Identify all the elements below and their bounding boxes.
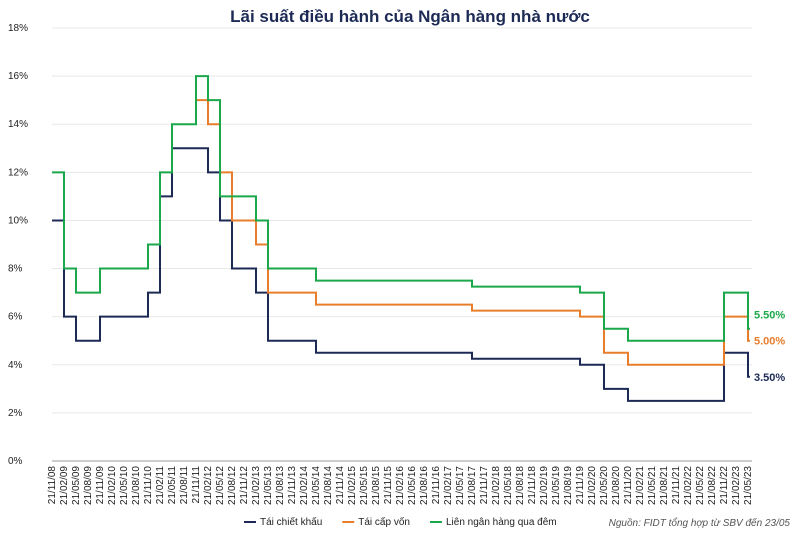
series-line [52, 147, 750, 402]
x-tick-label: 21/02/10 [107, 466, 118, 505]
x-tick-label: 21/11/12 [239, 466, 250, 505]
x-tick-label: 21/05/23 [743, 466, 754, 505]
legend-label: Liên ngân hàng qua đêm [446, 517, 557, 528]
x-tick-label: 21/08/18 [515, 466, 526, 505]
series-line [196, 99, 750, 366]
x-tick-label: 21/05/18 [503, 466, 514, 505]
x-tick-label: 21/05/11 [167, 466, 178, 505]
x-tick-label: 21/08/22 [707, 466, 718, 505]
x-tick-label: 21/02/22 [683, 466, 694, 505]
x-tick-label: 21/05/12 [215, 466, 226, 505]
x-tick-label: 21/02/23 [731, 466, 742, 505]
y-tick-label: 8% [8, 264, 23, 275]
x-tick-label: 21/05/09 [71, 466, 82, 505]
x-tick-label: 21/05/21 [647, 466, 658, 505]
y-tick-label: 0% [8, 456, 23, 467]
x-tick-label: 21/08/20 [611, 466, 622, 505]
x-tick-label: 21/02/12 [203, 466, 214, 505]
x-tick-label: 21/11/14 [335, 466, 346, 505]
end-label: 3.50% [754, 372, 785, 384]
x-tick-label: 21/11/09 [95, 466, 106, 505]
x-tick-label: 21/11/18 [527, 466, 538, 505]
y-tick-label: 16% [8, 71, 28, 82]
x-tick-label: 21/11/10 [143, 466, 154, 505]
x-tick-label: 21/11/22 [719, 466, 730, 505]
x-tick-label: 21/11/19 [575, 466, 586, 505]
x-tick-label: 21/02/14 [299, 466, 310, 505]
x-tick-label: 21/08/12 [227, 466, 238, 505]
x-tick-label: 21/05/19 [551, 466, 562, 505]
x-tick-label: 21/08/10 [131, 466, 142, 505]
x-tick-label: 21/08/11 [179, 466, 190, 505]
x-tick-label: 21/02/18 [491, 466, 502, 505]
y-tick-label: 12% [8, 167, 28, 178]
x-tick-label: 21/08/09 [83, 466, 94, 505]
x-tick-label: 21/02/11 [155, 466, 166, 505]
x-tick-label: 21/11/16 [431, 466, 442, 505]
x-tick-label: 21/08/17 [467, 466, 478, 505]
x-tick-label: 21/11/20 [623, 466, 634, 505]
x-tick-label: 21/08/21 [659, 466, 670, 505]
x-tick-label: 21/02/21 [635, 466, 646, 505]
x-tick-label: 21/11/11 [191, 466, 202, 504]
x-tick-label: 21/11/08 [47, 466, 58, 505]
x-tick-label: 21/11/21 [671, 466, 682, 505]
legend-label: Tái cấp vốn [358, 516, 410, 528]
x-tick-label: 21/02/17 [443, 466, 454, 505]
x-tick-label: 21/02/16 [395, 466, 406, 505]
y-tick-label: 10% [8, 215, 28, 226]
x-tick-label: 21/05/13 [263, 466, 274, 505]
x-tick-label: 21/05/16 [407, 466, 418, 505]
x-tick-label: 21/02/13 [251, 466, 262, 505]
legend-label: Tái chiết khấu [260, 516, 322, 528]
x-tick-label: 21/02/09 [59, 466, 70, 505]
source-note: Nguồn: FIDT tổng hợp từ SBV đến 23/05 [609, 517, 791, 529]
x-tick-label: 21/08/16 [419, 466, 430, 505]
x-tick-label: 21/05/14 [311, 466, 322, 505]
x-tick-label: 21/02/20 [587, 466, 598, 505]
x-tick-label: 21/02/15 [347, 466, 358, 505]
y-tick-label: 4% [8, 360, 23, 371]
y-tick-label: 18% [8, 23, 28, 34]
x-tick-label: 21/05/20 [599, 466, 610, 505]
y-tick-label: 2% [8, 408, 23, 419]
end-label: 5.50% [754, 310, 785, 322]
x-tick-label: 21/02/19 [539, 466, 550, 505]
x-tick-label: 21/08/19 [563, 466, 574, 505]
x-tick-label: 21/08/15 [371, 466, 382, 505]
series-line [52, 75, 750, 342]
x-tick-label: 21/05/15 [359, 466, 370, 505]
x-tick-label: 21/11/13 [287, 466, 298, 505]
x-tick-label: 21/08/13 [275, 466, 286, 505]
x-tick-label: 21/11/15 [383, 466, 394, 505]
end-label: 5.00% [754, 336, 785, 348]
x-tick-label: 21/11/17 [479, 466, 490, 505]
x-tick-label: 21/05/22 [695, 466, 706, 505]
chart-title: Lãi suất điều hành của Ngân hàng nhà nướ… [230, 7, 590, 26]
x-tick-label: 21/05/17 [455, 466, 466, 505]
x-tick-label: 21/05/10 [119, 466, 130, 505]
y-tick-label: 14% [8, 119, 28, 130]
x-tick-label: 21/08/14 [323, 466, 334, 505]
y-tick-label: 6% [8, 312, 23, 323]
